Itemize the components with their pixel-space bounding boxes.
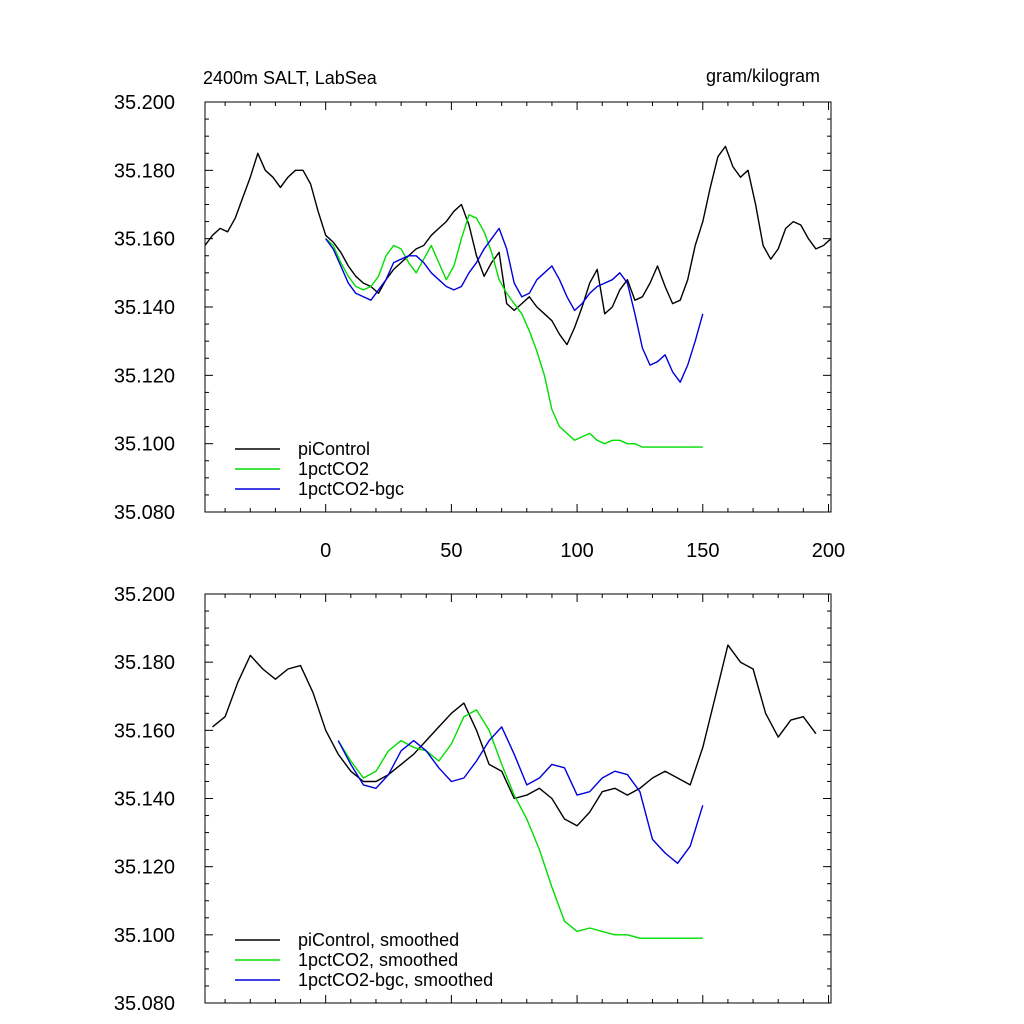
y-tick-label: 35.180 [114,652,175,674]
legend-label: 1pctCO2-bgc, smoothed [298,970,493,990]
series-line-2 [337,709,703,939]
legend-label: piControl, smoothed [298,930,459,950]
y-tick-label: 35.180 [114,160,175,182]
x-tick-label: 0 [320,540,331,562]
x-tick-label: 100 [560,540,593,562]
y-tick-label: 35.200 [114,584,175,606]
y-tick-label: 35.080 [114,502,175,524]
y-tick-label: 35.100 [114,925,175,947]
y-tick-label: 35.120 [114,365,175,387]
series-line-3 [325,227,704,383]
series-line-2 [325,214,703,448]
y-tick-label: 35.200 [114,92,175,114]
legend-label: 1pctCO2 [298,459,369,479]
y-tick-label: 35.120 [114,857,175,879]
y-tick-label: 35.160 [114,229,175,251]
x-tick-label: 150 [686,540,719,562]
series-line-1 [204,145,832,346]
series-line-1 [212,644,817,827]
bottom-panel: 35.080 35.100 35.120 35.140 35.160 35.180 35.2… [114,584,832,1015]
series-line-3 [337,726,704,864]
top-panel: 0 50 100 150 200 35.080 35.100 35.120 35.140 35.1… [114,92,845,562]
x-tick-label: 50 [440,540,462,562]
y-tick-label: 35.080 [114,993,175,1015]
legend-label: piControl [298,439,370,459]
y-tick-label: 35.140 [114,297,175,319]
legend-label: 1pctCO2, smoothed [298,950,458,970]
chart-units: gram/kilogram [706,66,820,86]
x-tick-label: 200 [812,540,845,562]
legend-label: 1pctCO2-bgc [298,479,404,499]
y-tick-label: 35.160 [114,720,175,742]
chart-title: 2400m SALT, LabSea [203,68,378,88]
y-tick-label: 35.100 [114,434,175,456]
y-tick-label: 35.140 [114,789,175,811]
